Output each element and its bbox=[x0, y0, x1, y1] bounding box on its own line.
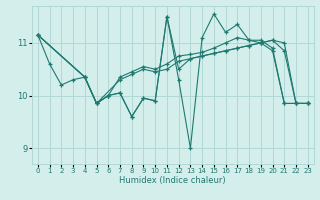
X-axis label: Humidex (Indice chaleur): Humidex (Indice chaleur) bbox=[119, 176, 226, 185]
